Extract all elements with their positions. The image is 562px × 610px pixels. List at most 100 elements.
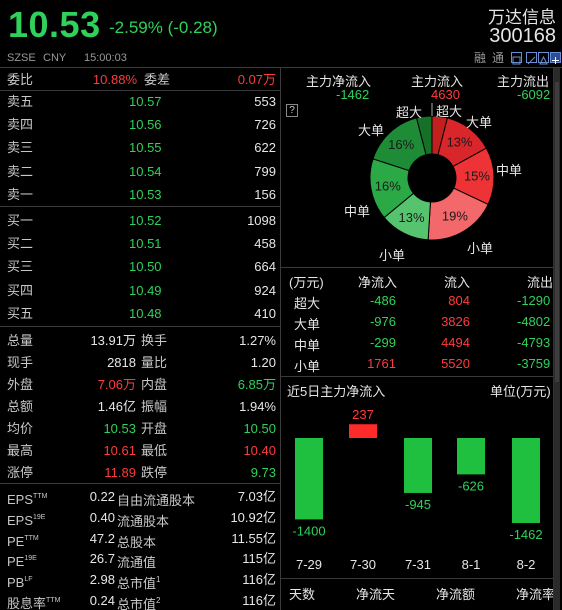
inflow-bar[interactable]: [512, 438, 540, 523]
stat-label: 跌停: [141, 465, 168, 480]
stat-value: 1.46亿: [97, 399, 136, 414]
level-price: 10.53: [129, 186, 162, 202]
bid-row[interactable]: 买一 10.52 1098: [7, 209, 277, 232]
stats-row: 涨停 11.89 跌停 9.73: [7, 461, 277, 484]
scrollbar-thumb[interactable]: [555, 82, 559, 382]
level-volume: 622: [254, 140, 276, 156]
stat-label: 现手: [7, 355, 34, 370]
bid-row[interactable]: 买三 10.50 664: [7, 255, 277, 278]
inflow-bar[interactable]: [457, 438, 485, 475]
book-icon[interactable]: [511, 52, 522, 65]
stat-value: 10.50: [243, 421, 276, 436]
fundamental-row: 股息率TTM 0.24 总市值2 116亿: [7, 589, 277, 610]
level-volume: 664: [254, 259, 276, 275]
fund-label: EPS19E: [7, 506, 45, 532]
flow-table-net: -976: [369, 314, 396, 329]
scrollbar[interactable]: [553, 68, 560, 610]
level-label: 卖一: [7, 186, 34, 202]
weicha-value: 0.07万: [237, 72, 276, 87]
pie-label-dadan-right: 大单: [466, 115, 492, 130]
stat-value: 10.61: [103, 443, 136, 458]
flow-table-in: 4494: [441, 335, 470, 350]
fund-value: 0.22: [89, 489, 115, 504]
stats-row: 总量 13.91万 换手 1.27%: [7, 329, 277, 352]
flow-summary-label: 主力流出: [497, 74, 550, 89]
pie-label-chaoda-left: 超大: [396, 105, 422, 120]
bid-row[interactable]: 买五 10.48 410: [7, 302, 277, 325]
inflow-bar[interactable]: [295, 438, 323, 520]
bid-row[interactable]: 买四 10.49 924: [7, 279, 277, 302]
pie-label-dadan-left: 大单: [358, 123, 384, 138]
ask-row[interactable]: 卖三 10.55 622: [7, 136, 277, 159]
connect-tag[interactable]: 通: [492, 51, 505, 65]
help-icon[interactable]: ?: [286, 104, 298, 117]
level-volume: 458: [254, 236, 276, 252]
level-volume: 799: [254, 163, 276, 179]
inflow-bar[interactable]: [404, 438, 432, 493]
bar-category-label: 8-2: [517, 557, 536, 572]
flow-table-header: (万元): [289, 275, 324, 290]
flow-table-out: -3759: [517, 356, 551, 371]
level-price: 10.54: [129, 163, 162, 179]
inflow-bar[interactable]: [349, 424, 377, 438]
ask-row[interactable]: 卖一 10.53 156: [7, 183, 277, 206]
level-volume: 553: [254, 94, 276, 109]
add-icon[interactable]: [550, 52, 561, 64]
level-label: 买二: [7, 236, 34, 252]
level-label: 卖五: [7, 94, 34, 109]
fund-label-text: 总股本: [117, 534, 157, 550]
chart-title: 近5日主力净流入: [287, 384, 386, 399]
footer-header: 净流天: [356, 587, 396, 602]
stat-label: 均价: [7, 421, 34, 436]
fund-label: PETTM: [7, 527, 39, 553]
stat-value: 2818: [107, 355, 136, 370]
fund-value: 115亿: [242, 551, 276, 567]
level-price: 10.49: [129, 282, 162, 298]
flow-table-type: 超大: [294, 296, 321, 311]
last-price: 10.53: [8, 4, 101, 45]
fund-value: 10.92亿: [230, 509, 276, 525]
currency-label: CNY: [43, 52, 67, 64]
stat-value: 6.85万: [237, 377, 276, 392]
fund-label: PBLF: [7, 568, 33, 594]
quote-time: 15:00:03: [84, 52, 127, 64]
margin-tag[interactable]: 融: [474, 51, 487, 65]
fund-label: PE19E: [7, 547, 37, 573]
bar-category-label: 7-31: [405, 557, 431, 572]
flow-table-header: 流出: [527, 275, 554, 290]
weibi-label: 委比: [7, 72, 34, 87]
stock-code: 300168: [489, 25, 556, 47]
level-volume: 1098: [247, 213, 276, 228]
fund-label-sup: 19E: [33, 513, 46, 521]
alert-icon[interactable]: [538, 52, 549, 65]
fund-label: 总股本: [117, 527, 156, 554]
fund-label-sup: 19E: [24, 555, 37, 563]
fundamental-row: EPS19E 0.40 流通股本 10.92亿: [7, 506, 277, 529]
level-label: 卖二: [7, 163, 34, 179]
stat-value: 1.27%: [239, 333, 276, 348]
level-label: 卖四: [7, 117, 34, 133]
fundamental-row: EPSTTM 0.22 自由流通股本 7.03亿: [7, 485, 277, 508]
fund-value: 0.40: [89, 509, 115, 525]
flow-table-in: 804: [448, 293, 470, 308]
flow-table-type: 大单: [294, 317, 321, 332]
stat-value: 13.91万: [90, 333, 136, 348]
level-label: 买一: [7, 213, 34, 228]
chart-unit: 单位(万元): [490, 384, 551, 399]
bid-row[interactable]: 买二 10.51 458: [7, 232, 277, 255]
fund-label: 股息率TTM: [7, 589, 60, 610]
level-price: 10.48: [129, 305, 162, 321]
stat-value: 9.73: [250, 465, 276, 480]
ask-row[interactable]: 卖四 10.56 726: [7, 113, 277, 136]
stat-label: 振幅: [141, 399, 168, 414]
flow-summary-label: 主力净流入: [306, 74, 372, 89]
weibi-row: 委比 10.88% 委差 0.07万: [7, 68, 277, 91]
ask-row[interactable]: 卖二 10.54 799: [7, 160, 277, 183]
stat-label: 涨停: [7, 465, 34, 480]
footer-header: 天数: [289, 587, 316, 602]
fund-label-sup: 1: [156, 575, 161, 585]
edit-icon[interactable]: [526, 52, 537, 65]
stat-value: 10.40: [243, 443, 276, 458]
pie-slice[interactable]: [415, 115, 433, 156]
ask-row[interactable]: 卖五 10.57 553: [7, 90, 277, 113]
